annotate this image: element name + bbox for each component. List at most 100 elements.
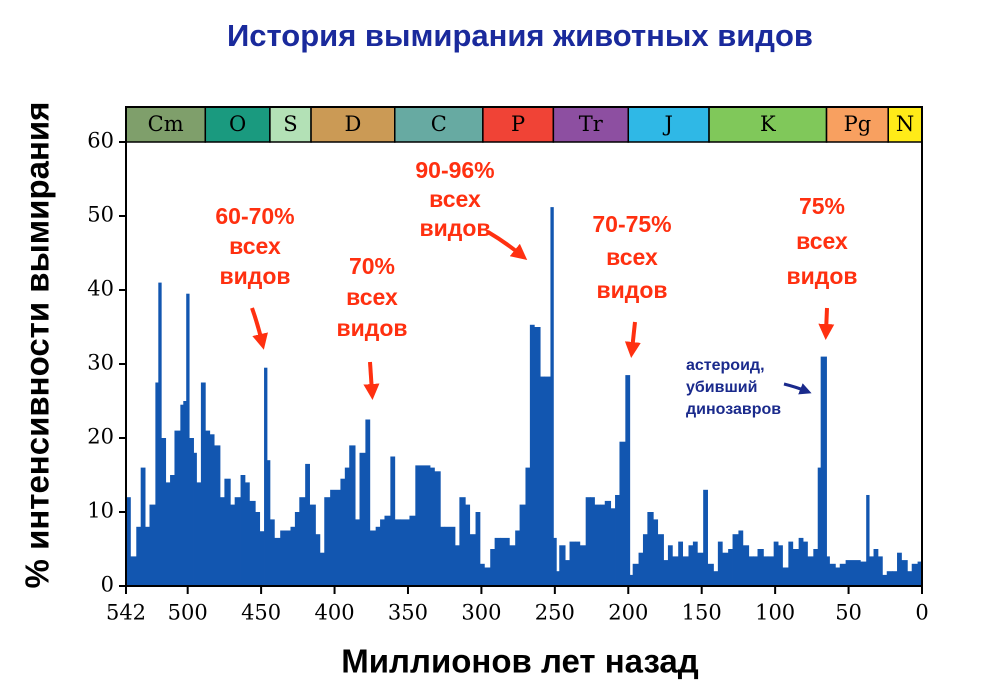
bar bbox=[738, 530, 744, 586]
x-tick-label: 450 bbox=[241, 601, 281, 625]
bar bbox=[792, 549, 800, 586]
bar bbox=[773, 541, 779, 586]
bar bbox=[901, 560, 908, 586]
annotation-arrow bbox=[363, 361, 380, 400]
bar bbox=[126, 497, 131, 586]
bar bbox=[559, 545, 566, 586]
annotation: 90-96% bbox=[415, 157, 494, 183]
bar bbox=[180, 404, 184, 586]
bar bbox=[688, 545, 694, 586]
x-tick-label: 542 bbox=[106, 601, 146, 625]
bar bbox=[200, 382, 206, 586]
y-tick-label: 0 bbox=[101, 573, 114, 597]
bar bbox=[209, 434, 215, 586]
bar bbox=[550, 207, 554, 586]
bar bbox=[369, 530, 377, 586]
bar bbox=[590, 497, 595, 586]
bar bbox=[763, 556, 769, 586]
bar bbox=[330, 489, 341, 586]
bar bbox=[454, 545, 460, 586]
bar bbox=[344, 467, 350, 586]
bar bbox=[604, 500, 612, 586]
annotation: видов bbox=[596, 277, 667, 303]
bar bbox=[244, 482, 250, 586]
bar bbox=[280, 530, 286, 586]
bar bbox=[892, 571, 898, 586]
bar bbox=[877, 556, 883, 586]
bar bbox=[540, 376, 545, 586]
bar bbox=[459, 497, 466, 586]
bar bbox=[149, 504, 156, 586]
bar bbox=[647, 512, 654, 586]
x-axis-title: Миллионов лет назад bbox=[341, 643, 698, 680]
x-tick-label: 0 bbox=[915, 601, 928, 625]
bar bbox=[835, 567, 841, 586]
bar bbox=[585, 497, 591, 586]
bar bbox=[728, 549, 733, 586]
bar bbox=[565, 560, 570, 586]
bar bbox=[860, 561, 867, 586]
bar bbox=[500, 537, 510, 586]
bar bbox=[845, 560, 861, 586]
bar bbox=[569, 541, 576, 586]
bar bbox=[484, 567, 491, 586]
bar bbox=[415, 465, 431, 586]
bar bbox=[594, 504, 601, 586]
plot-frame bbox=[125, 106, 923, 587]
bar bbox=[479, 563, 485, 586]
bar bbox=[722, 552, 729, 586]
period-label: Tr bbox=[579, 112, 604, 136]
bar bbox=[615, 494, 620, 586]
bar bbox=[174, 430, 181, 586]
annotation: 70-75% bbox=[592, 211, 671, 237]
bar bbox=[130, 556, 137, 586]
bar bbox=[703, 489, 708, 586]
bar bbox=[632, 563, 639, 586]
period-label: S bbox=[283, 112, 297, 136]
bar bbox=[349, 445, 356, 586]
bar bbox=[629, 574, 634, 586]
annotation: видов bbox=[786, 263, 857, 289]
y-tick-label: 40 bbox=[87, 277, 114, 301]
annotation: видов bbox=[336, 315, 407, 341]
bar bbox=[515, 530, 520, 586]
bar bbox=[440, 526, 446, 586]
bar bbox=[400, 519, 410, 586]
bar bbox=[657, 534, 664, 586]
bar bbox=[384, 515, 391, 586]
annotation: динозавров bbox=[686, 401, 781, 418]
bar bbox=[619, 441, 626, 586]
period-label: N bbox=[896, 112, 914, 136]
bar bbox=[534, 327, 541, 586]
x-tick-label: 350 bbox=[388, 601, 428, 625]
bar bbox=[907, 571, 913, 586]
bar bbox=[826, 556, 830, 586]
bar bbox=[897, 552, 902, 586]
bar bbox=[529, 324, 535, 586]
bar bbox=[380, 519, 385, 586]
y-tick-label: 30 bbox=[87, 351, 114, 375]
bar bbox=[315, 534, 321, 586]
bar bbox=[340, 478, 346, 586]
bar bbox=[189, 438, 194, 586]
bar bbox=[682, 556, 689, 586]
x-tick-label: 300 bbox=[461, 601, 501, 625]
bar bbox=[600, 504, 606, 586]
bar bbox=[324, 497, 331, 586]
period-label: O bbox=[229, 112, 246, 136]
bar bbox=[490, 549, 496, 586]
bar bbox=[224, 478, 231, 586]
bar bbox=[692, 541, 698, 586]
bar bbox=[214, 445, 221, 586]
bar bbox=[882, 574, 888, 586]
annotation: видов bbox=[419, 215, 490, 241]
annotation-arrow bbox=[624, 321, 641, 358]
bar bbox=[430, 467, 435, 586]
bar bbox=[375, 526, 381, 586]
bar bbox=[475, 512, 481, 586]
annotation-arrow bbox=[250, 307, 268, 350]
bar bbox=[259, 531, 265, 586]
bar bbox=[196, 482, 202, 586]
annotation-arrow bbox=[783, 382, 812, 395]
